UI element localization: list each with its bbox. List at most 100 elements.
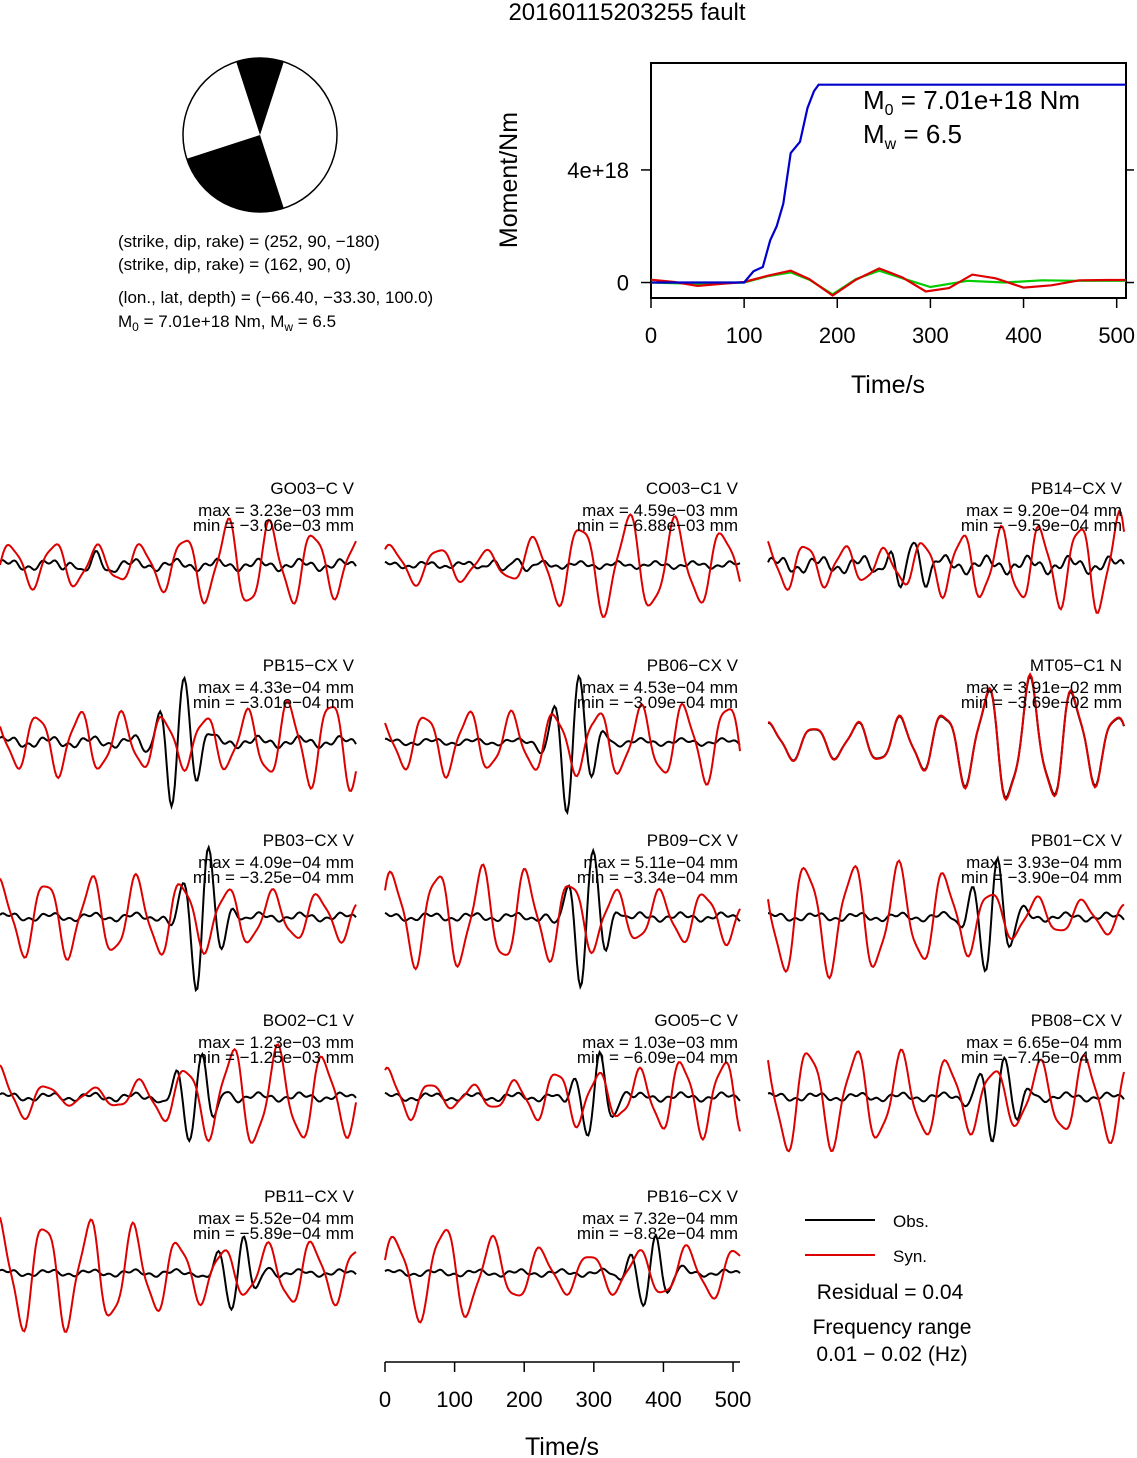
moment-x-tick-label: 200 — [819, 323, 856, 348]
observed-trace — [384, 1233, 741, 1308]
station-min: min = −3.06e−03 mm — [193, 516, 354, 535]
station-name: PB01−CX V — [1031, 831, 1123, 850]
waveform-x-tick-label: 100 — [436, 1387, 473, 1412]
compression-quadrant-ne — [236, 58, 284, 136]
station-max: max = 1.03e−03 mm — [582, 1033, 738, 1052]
waveform-x-label: Time/s — [525, 1433, 599, 1458]
synthetic-trace — [0, 1216, 357, 1333]
frequency-range-value: 0.01 − 0.02 (Hz) — [816, 1343, 967, 1366]
station-name: MT05−C1 N — [1030, 656, 1122, 675]
moment-y-tick-label: 4e+18 — [567, 158, 629, 183]
synthetic-trace — [0, 517, 357, 605]
station-min: min = −6.09e−04 mm — [577, 1048, 738, 1067]
waveform-x-tick-label: 400 — [645, 1387, 682, 1412]
station-max: max = 4.59e−03 mm — [582, 501, 738, 520]
station-min: min = −3.69e−02 mm — [961, 693, 1122, 712]
station-max: max = 3.23e−03 mm — [198, 501, 354, 520]
moment-x-tick-label: 300 — [912, 323, 949, 348]
nodal-plane-1: (strike, dip, rake) = (252, 90, −180) — [118, 232, 380, 251]
observed-trace — [767, 1055, 1125, 1143]
station-min: min = −8.82e−04 mm — [577, 1224, 738, 1243]
station-name: PB06−CX V — [647, 656, 739, 675]
station-min: min = −3.01e−04 mm — [193, 693, 354, 712]
hypocenter-location: (lon., lat, depth) = (−66.40, −33.30, 10… — [118, 288, 433, 307]
observed-trace — [384, 557, 741, 573]
station-max: max = 4.09e−04 mm — [198, 853, 354, 872]
station-min: min = −5.89e−04 mm — [193, 1224, 354, 1243]
observed-trace — [767, 541, 1125, 589]
m0-base: M — [863, 85, 885, 115]
nodal-plane-2: (strike, dip, rake) = (162, 90, 0) — [118, 255, 351, 274]
observed-trace — [384, 673, 741, 816]
station-max: max = 1.23e−03 mm — [198, 1033, 354, 1052]
station-max: max = 5.52e−04 mm — [198, 1209, 354, 1228]
observed-trace — [0, 675, 357, 811]
compression-quadrant-sw — [186, 135, 284, 213]
legend-syn-label: Syn. — [893, 1247, 927, 1266]
moment-x-tick-label: 0 — [645, 323, 657, 348]
moment-value: = 7.01e+18 Nm, M — [139, 312, 285, 331]
station-name: CO03−C1 V — [646, 479, 739, 498]
synthetic-trace — [0, 1043, 357, 1144]
waveform-time-axis: 0 100 200 300 400 500 — [379, 1361, 751, 1412]
station-min: min = −3.34e−04 mm — [577, 868, 738, 887]
mw-panel-sub: w — [884, 136, 897, 153]
synthetic-trace — [767, 509, 1125, 614]
observed-trace — [384, 847, 741, 991]
moment-x-tick-label: 100 — [726, 323, 763, 348]
station-name: PB11−CX V — [264, 1187, 355, 1206]
focal-mechanism-beachball — [182, 57, 338, 213]
station-max: max = 7.32e−04 mm — [582, 1209, 738, 1228]
station-min: min = −6.88e−03 mm — [577, 516, 738, 535]
station-max: max = 3.93e−04 mm — [966, 853, 1122, 872]
observed-trace — [0, 1051, 357, 1144]
moment-y-label: Moment/Nm — [495, 112, 523, 248]
mw-value: = 6.5 — [293, 312, 336, 331]
station-max: max = 4.53e−04 mm — [582, 678, 738, 697]
observed-trace — [0, 1235, 357, 1312]
synthetic-trace — [767, 1048, 1125, 1153]
moment-plot-frame — [650, 62, 1127, 299]
synthetic-trace — [384, 1228, 741, 1324]
frequency-range-label: Frequency range — [813, 1316, 972, 1339]
station-max: max = 4.33e−04 mm — [198, 678, 354, 697]
waveform-x-tick-label: 300 — [575, 1387, 612, 1412]
synthetic-trace — [0, 700, 357, 793]
synthetic-trace — [384, 1061, 741, 1142]
synthetic-trace — [0, 872, 357, 961]
synthetic-trace — [384, 863, 741, 971]
station-max: max = 6.65e−04 mm — [966, 1033, 1122, 1052]
figure-title: 20160115203255 fault — [508, 0, 745, 26]
m0-sub: 0 — [885, 102, 894, 119]
moment-base: M — [118, 312, 132, 331]
observed-trace — [767, 855, 1125, 973]
station-min: min = −7.45e−04 mm — [961, 1048, 1122, 1067]
station-name: PB16−CX V — [647, 1187, 739, 1206]
station-name: PB14−CX V — [1031, 479, 1123, 498]
mw-sub: w — [283, 320, 293, 334]
station-max: max = 5.11e−04 mm — [583, 853, 738, 872]
station-name: GO05−C V — [654, 1011, 738, 1030]
station-name: PB03−CX V — [263, 831, 355, 850]
moment-x-tick-label: 500 — [1098, 323, 1135, 348]
station-name: PB09−CX V — [647, 831, 739, 850]
residual-label: Residual = 0.04 — [817, 1281, 964, 1304]
station-min: min = −9.59e−04 mm — [961, 516, 1122, 535]
moment-x-ticks: 0 100 200 300 400 500 — [645, 298, 1135, 348]
synthetic-trace — [767, 672, 1125, 802]
waveform-x-tick-label: 0 — [379, 1387, 391, 1412]
